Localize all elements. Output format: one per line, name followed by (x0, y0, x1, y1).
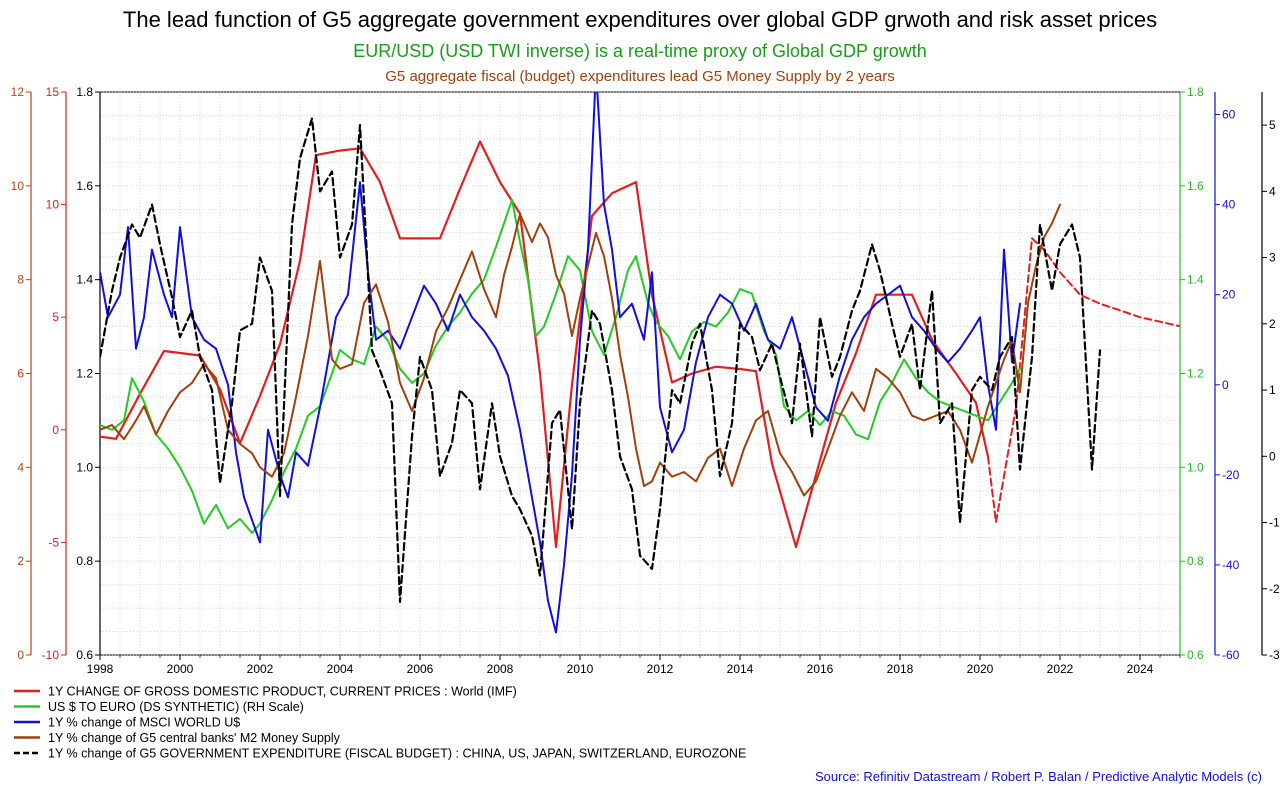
series-group (100, 92, 1180, 634)
y-tick-label-left_red: -5 (48, 535, 59, 549)
y-tick-label-right_black: 5 (1269, 118, 1276, 132)
y-tick-label-left_outer: 12 (11, 85, 25, 99)
y-tick-label-left_main: 1.6 (76, 179, 93, 193)
legend-label: 1Y % change of G5 central banks' M2 Mone… (48, 731, 341, 745)
legend-label: US $ TO EURO (DS SYNTHETIC) (RH Scale) (48, 700, 304, 714)
y-tick-label-left_red: -10 (42, 648, 60, 662)
series-line-3 (100, 198, 1021, 534)
y-tick-label-right_green: 1.6 (1187, 179, 1204, 193)
y-tick-label-left_main: 1.2 (76, 367, 93, 381)
y-tick-label-right_blue: 60 (1222, 108, 1236, 122)
series-line-5 (100, 203, 1061, 497)
y-tick-label-left_main: 0.8 (76, 554, 93, 568)
y-tick-label-right_blue: -60 (1222, 648, 1240, 662)
y-tick-label-right_black: 0 (1269, 449, 1276, 463)
y-tick-label-left_outer: 8 (17, 273, 24, 287)
y-tick-label-left_main: 1.0 (76, 460, 93, 474)
x-tick-label: 2024 (1127, 662, 1154, 676)
y-tick-label-right_black: 1 (1269, 383, 1276, 397)
y-tick-label-right_blue: -20 (1222, 468, 1240, 482)
y-tick-label-left_red: 5 (52, 310, 59, 324)
y-tick-label-right_blue: -40 (1222, 558, 1240, 572)
y-tick-label-left_main: 1.4 (76, 273, 93, 287)
x-tick-label: 2002 (247, 662, 274, 676)
chart-title: The lead function of G5 aggregate govern… (123, 7, 1157, 32)
y-tick-label-right_blue: 40 (1222, 198, 1236, 212)
x-tick-label: 2014 (727, 662, 754, 676)
y-tick-label-right_black: -3 (1269, 648, 1280, 662)
x-tick-label: 2020 (967, 662, 994, 676)
x-tick-label: 2012 (647, 662, 674, 676)
y-tick-label-right_green: 1.0 (1187, 460, 1204, 474)
y-tick-label-right_black: 4 (1269, 184, 1276, 198)
y-tick-label-left_outer: 4 (17, 460, 24, 474)
chart-subtitle-2: G5 aggregate fiscal (budget) expenditure… (385, 68, 894, 85)
y-tick-label-left_outer: 2 (17, 554, 24, 568)
y-tick-label-right_green: 1.8 (1187, 85, 1204, 99)
x-tick-label: 2016 (807, 662, 834, 676)
series-line-2 (987, 237, 1180, 524)
y-tick-label-right_green: 1.2 (1187, 367, 1204, 381)
series-line-4 (100, 92, 1021, 634)
y-tick-label-left_outer: 6 (17, 367, 24, 381)
y-tick-label-right_green: 0.8 (1187, 554, 1204, 568)
y-tick-label-left_red: 15 (46, 85, 60, 99)
plot-grid (99, 91, 1181, 656)
legend-label: 1Y % change of MSCI WORLD U$ (48, 716, 240, 730)
y-tick-label-right_blue: 0 (1222, 378, 1229, 392)
x-tick-label: 2018 (887, 662, 914, 676)
y-tick-label-right_black: 2 (1269, 317, 1276, 331)
x-tick-label: 2008 (487, 662, 514, 676)
y-tick-label-right_blue: 20 (1222, 288, 1236, 302)
y-tick-label-left_red: 0 (52, 423, 59, 437)
x-tick-label: 2004 (327, 662, 354, 676)
axes: 1998 2000 2002 2004 2006 2008 2010 2012 2014 2016… (11, 85, 1280, 676)
y-tick-label-left_main: 1.8 (76, 85, 93, 99)
series-line-1 (100, 140, 990, 549)
y-tick-label-left_main: 0.6 (76, 648, 93, 662)
legend: 1Y CHANGE OF GROSS DOMESTIC PRODUCT, CUR… (14, 685, 746, 761)
y-tick-label-right_black: -1 (1269, 516, 1280, 530)
y-tick-label-right_black: -2 (1269, 582, 1280, 596)
y-tick-label-right_green: 1.4 (1187, 273, 1204, 287)
chart-subtitle: EUR/USD (USD TWI inverse) is a real-time… (353, 41, 927, 61)
source-note: Source: Refinitiv Datastream / Robert P.… (815, 769, 1262, 784)
series-line-6 (100, 117, 1102, 604)
y-tick-label-left_outer: 0 (17, 648, 24, 662)
x-tick-label: 2022 (1047, 662, 1074, 676)
legend-label: 1Y % change of G5 GOVERNMENT EXPENDITURE… (48, 747, 746, 761)
y-tick-label-right_green: 0.6 (1187, 648, 1204, 662)
x-tick-label: 2006 (407, 662, 434, 676)
x-tick-label: 2000 (167, 662, 194, 676)
x-tick-label: 2010 (567, 662, 594, 676)
x-tick-label: 1998 (87, 662, 114, 676)
legend-label: 1Y CHANGE OF GROSS DOMESTIC PRODUCT, CUR… (48, 685, 517, 699)
y-tick-label-left_red: 10 (46, 198, 60, 212)
y-tick-label-right_black: 3 (1269, 251, 1276, 265)
y-tick-label-left_outer: 10 (11, 179, 25, 193)
